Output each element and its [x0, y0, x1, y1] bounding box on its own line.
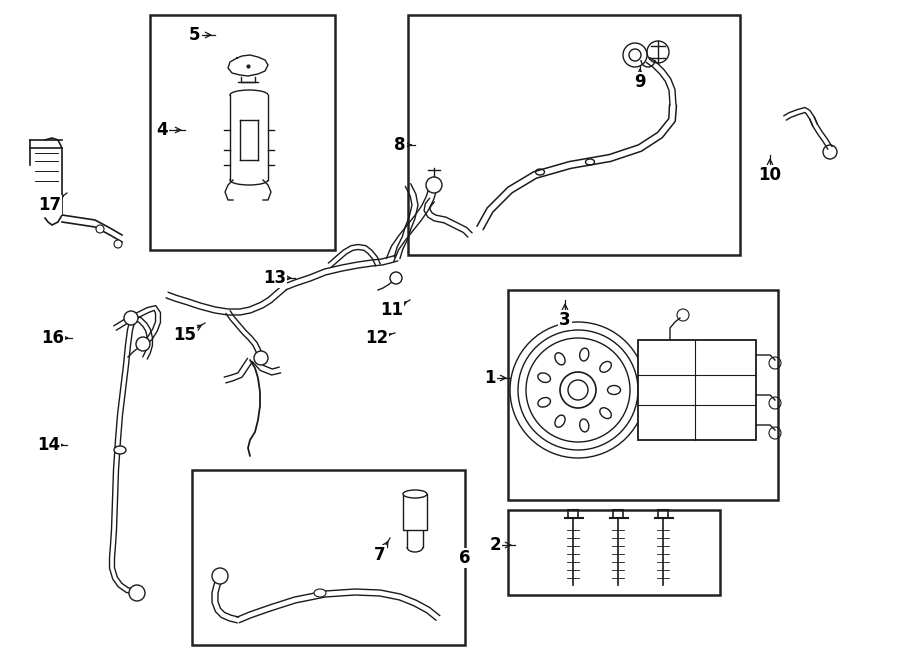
Text: 2: 2: [490, 536, 500, 554]
Polygon shape: [45, 138, 62, 225]
Ellipse shape: [114, 446, 126, 454]
Text: 14: 14: [38, 436, 60, 454]
Bar: [508, 290, 778, 500]
Bar: [403, 494, 427, 530]
Ellipse shape: [608, 385, 620, 395]
Ellipse shape: [314, 589, 326, 597]
Text: 11: 11: [381, 301, 403, 319]
Circle shape: [96, 225, 104, 233]
Text: 12: 12: [365, 329, 389, 347]
Text: 6: 6: [459, 549, 471, 567]
Ellipse shape: [555, 353, 565, 365]
Text: 17: 17: [39, 196, 61, 214]
Ellipse shape: [538, 373, 551, 383]
Text: 4: 4: [157, 121, 167, 139]
Bar: [508, 510, 720, 595]
Text: 3: 3: [559, 311, 571, 329]
Bar: [408, 15, 740, 255]
Bar: [150, 15, 335, 250]
Ellipse shape: [555, 415, 565, 427]
Bar: [638, 340, 756, 440]
Text: 8: 8: [394, 136, 406, 154]
Circle shape: [212, 568, 228, 584]
Ellipse shape: [538, 397, 551, 407]
Polygon shape: [228, 55, 268, 76]
Circle shape: [426, 177, 442, 193]
Ellipse shape: [403, 490, 427, 498]
Text: 10: 10: [759, 166, 781, 184]
Text: 15: 15: [174, 326, 196, 344]
Circle shape: [124, 311, 138, 325]
Ellipse shape: [580, 419, 589, 432]
Circle shape: [114, 240, 122, 248]
Ellipse shape: [599, 362, 611, 372]
Text: 5: 5: [189, 26, 201, 44]
Bar: [192, 470, 465, 645]
Text: 1: 1: [484, 369, 496, 387]
Ellipse shape: [599, 408, 611, 418]
Text: 16: 16: [41, 329, 65, 347]
Polygon shape: [230, 95, 268, 180]
Circle shape: [129, 585, 145, 601]
Ellipse shape: [580, 348, 589, 361]
Text: 7: 7: [374, 546, 386, 564]
Text: 9: 9: [634, 73, 646, 91]
Text: 13: 13: [264, 269, 286, 287]
Circle shape: [390, 272, 402, 284]
Circle shape: [136, 337, 150, 351]
Circle shape: [254, 351, 268, 365]
